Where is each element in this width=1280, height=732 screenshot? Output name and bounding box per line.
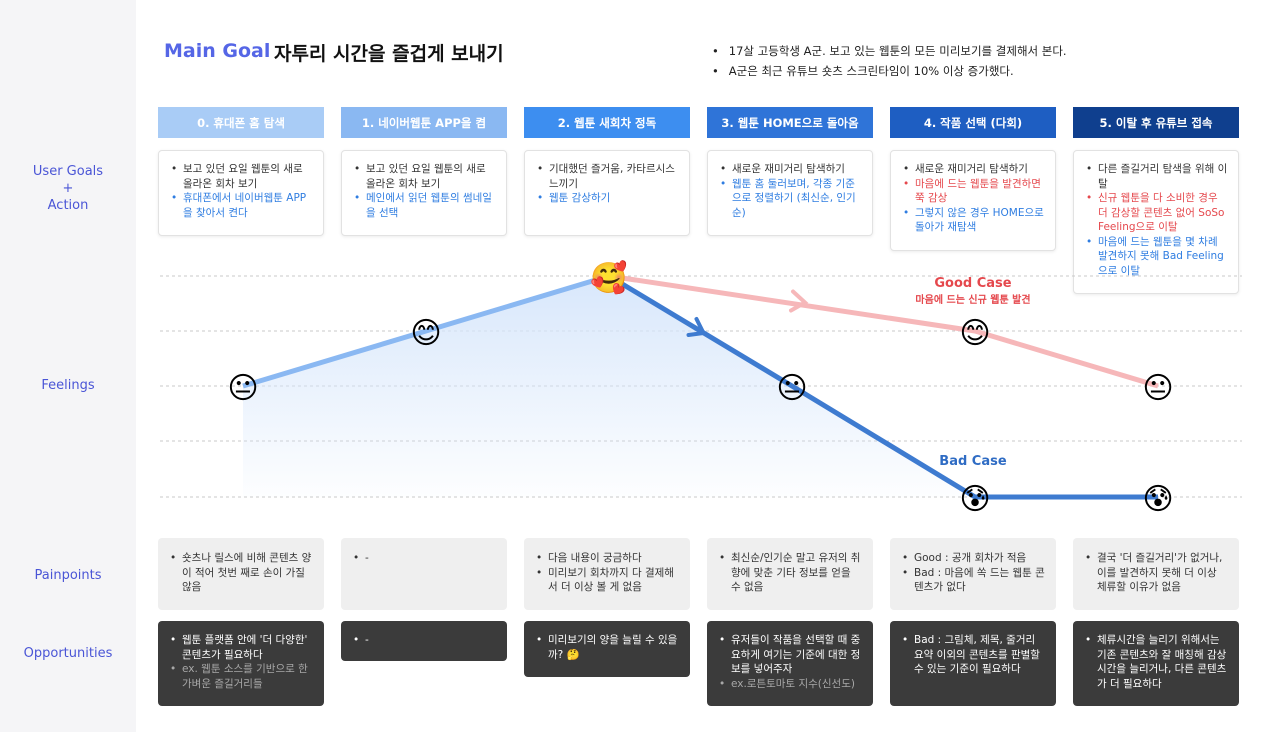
list-item: 휴대폰에서 네이버웹툰 APP을 찾아서 켠다: [171, 191, 313, 220]
opportunity-card-4: Bad : 그림체, 제목, 줄거리 요약 이외의 콘텐츠를 판별할 수 있는 …: [890, 621, 1056, 706]
list-item: Bad : 그림체, 제목, 줄거리 요약 이외의 콘텐츠를 판별할 수 있는 …: [902, 633, 1046, 677]
feeling-emoji-5: 😰: [1142, 482, 1173, 517]
list-item: 메인에서 읽던 웹툰의 썸네일을 선택: [354, 191, 496, 220]
feeling-emoji-1: 😊: [410, 316, 441, 351]
opportunity-card-5: 체류시간을 늘리기 위해서는 기존 콘텐츠와 잘 매칭해 감상 시간을 늘리거나…: [1073, 621, 1239, 706]
row-label-goals: User Goals + Action: [0, 163, 136, 214]
list-item: 마음에 드는 웹툰을 몇 차례 발견하지 못해 Bad Feeling으로 이탈: [1086, 235, 1228, 279]
list-item: 결국 '더 즐길거리'가 없거나, 이를 발견하지 못해 더 이상 체류할 이유…: [1085, 551, 1229, 595]
painpoint-card-0: 숏츠나 릴스에 비해 콘텐츠 양이 적어 첫번 째로 손이 가질 않음: [158, 538, 324, 610]
list-item: 다음 내용이 궁금하다: [536, 551, 680, 566]
main-goal-text: 자투리 시간을 즐겁게 보내기: [274, 43, 504, 65]
list-item: 신규 웹툰을 다 소비한 경우 더 감상할 콘텐츠 없어 SoSo Feelin…: [1086, 191, 1228, 235]
list-item: ex.로튼토마토 지수(신선도): [719, 677, 863, 692]
list-item: 보고 있던 요일 웹툰의 새로 올라온 회차 보기: [171, 162, 313, 191]
opportunity-card-3: 유저들이 작품을 선택할 때 중요하게 여기는 기준에 대한 정보를 넣어주자e…: [707, 621, 873, 706]
stage-header-5: 5. 이탈 후 유튜브 접속: [1073, 107, 1239, 138]
painpoint-card-1: -: [341, 538, 507, 610]
stage-header-0: 0. 휴대폰 홈 탐색: [158, 107, 324, 138]
list-item: 웹툰 감상하기: [537, 191, 679, 206]
bad-case-title: Bad Case: [939, 454, 1007, 469]
list-item: 미리보기 회차까지 다 결제해서 더 이상 볼 게 없음: [536, 566, 680, 595]
feeling-emoji-0: 😐: [227, 371, 258, 406]
list-item: -: [353, 633, 497, 648]
list-item: 새로운 재미거리 탐색하기: [720, 162, 862, 177]
row-label-goals-line1: User Goals: [32, 164, 104, 179]
row-label-goals-line2: +: [62, 181, 74, 196]
list-item: 웹툰 플랫폼 안에 '더 다양한' 콘텐츠가 필요하다: [170, 633, 314, 662]
painpoint-card-3: 최신순/인기순 말고 유저의 취향에 맞춘 기타 정보를 얻을 수 없음: [707, 538, 873, 610]
context-item: A군은 최근 유튜브 숏츠 스크린타임이 10% 이상 증가했다.: [712, 61, 1067, 81]
stage-header-2: 2. 웹툰 새회차 정독: [524, 107, 690, 138]
feeling-emoji-3: 😐: [776, 371, 807, 406]
good-case-emoji-2: 😐: [1142, 371, 1173, 406]
list-item: 최신순/인기순 말고 유저의 취향에 맞춘 기타 정보를 얻을 수 없음: [719, 551, 863, 595]
row-label-opportunities: Opportunities: [23, 646, 113, 661]
feeling-emoji-2: 🥰: [590, 259, 627, 296]
row-label-painpoints: Painpoints: [34, 568, 102, 583]
context-item: 17살 고등학생 A군. 보고 있는 웹툰의 모든 미리보기를 결제해서 본다.: [712, 41, 1067, 61]
feeling-emoji-4: 😰: [959, 482, 990, 517]
good-case-subtitle: 마음에 드는 신규 웹툰 발견: [915, 293, 1030, 306]
goal-card-3: 새로운 재미거리 탐색하기웹툰 홈 둘러보며, 각종 기준으로 정렬하기 (최신…: [707, 150, 873, 236]
feelings-area: [243, 276, 975, 497]
goal-card-2: 기대했던 즐거움, 카타르시스 느끼기웹툰 감상하기: [524, 150, 690, 236]
good-case-arrow: [789, 289, 809, 313]
opportunity-card-1: -: [341, 621, 507, 661]
list-item: 기대했던 즐거움, 카타르시스 느끼기: [537, 162, 679, 191]
list-item: 다른 즐길거리 탐색을 위해 이탈: [1086, 162, 1228, 191]
list-item: Good : 공개 회차가 적음: [902, 551, 1046, 566]
opportunity-card-0: 웹툰 플랫폼 안에 '더 다양한' 콘텐츠가 필요하다ex. 웹툰 소스를 기반…: [158, 621, 324, 706]
painpoint-card-4: Good : 공개 회차가 적음Bad : 마음에 쏙 드는 웹툰 콘텐츠가 없…: [890, 538, 1056, 610]
opportunity-card-2: 미리보기의 양을 늘릴 수 있을까? 🤔: [524, 621, 690, 677]
list-item: 미리보기의 양을 늘릴 수 있을까? 🤔: [536, 633, 680, 662]
row-label-goals-line3: Action: [47, 198, 89, 213]
goal-card-0: 보고 있던 요일 웹툰의 새로 올라온 회차 보기휴대폰에서 네이버웹툰 APP…: [158, 150, 324, 236]
row-label-sidebar: [0, 0, 136, 732]
list-item: ex. 웹툰 소스를 기반으로 한 가벼운 즐길거리들: [170, 662, 314, 691]
row-label-feelings: Feelings: [41, 378, 95, 393]
good-case-emoji-1: 😊: [959, 316, 990, 351]
good-case-line: [608, 273, 1159, 389]
stage-header-3: 3. 웹툰 HOME으로 돌아옴: [707, 107, 873, 138]
list-item: 마음에 드는 웹툰을 발견하면 쭉 감상: [903, 177, 1045, 206]
list-item: Bad : 마음에 쏙 드는 웹툰 콘텐츠가 없다: [902, 566, 1046, 595]
rising-line: [242, 273, 610, 389]
painpoint-card-5: 결국 '더 즐길거리'가 없거나, 이를 발견하지 못해 더 이상 체류할 이유…: [1073, 538, 1239, 610]
stage-header-4: 4. 작품 선택 (다회): [890, 107, 1056, 138]
list-item: 새로운 재미거리 탐색하기: [903, 162, 1045, 177]
stage-header-1: 1. 네이버웹툰 APP을 켬: [341, 107, 507, 138]
goal-card-4: 새로운 재미거리 탐색하기마음에 드는 웹툰을 발견하면 쭉 감상그렇지 않은 …: [890, 150, 1056, 251]
list-item: 체류시간을 늘리기 위해서는 기존 콘텐츠와 잘 매칭해 감상 시간을 늘리거나…: [1085, 633, 1229, 691]
list-item: 보고 있던 요일 웹툰의 새로 올라온 회차 보기: [354, 162, 496, 191]
goal-card-1: 보고 있던 요일 웹툰의 새로 올라온 회차 보기메인에서 읽던 웹툰의 썸네일…: [341, 150, 507, 236]
goal-card-5: 다른 즐길거리 탐색을 위해 이탈신규 웹툰을 다 소비한 경우 더 감상할 콘…: [1073, 150, 1239, 294]
bad-case-arrow: [686, 317, 707, 337]
list-item: 숏츠나 릴스에 비해 콘텐츠 양이 적어 첫번 째로 손이 가질 않음: [170, 551, 314, 595]
list-item: 유저들이 작품을 선택할 때 중요하게 여기는 기준에 대한 정보를 넣어주자: [719, 633, 863, 677]
list-item: 그렇지 않은 경우 HOME으로 돌아가 재탐색: [903, 206, 1045, 235]
persona-context: 17살 고등학생 A군. 보고 있는 웹툰의 모든 미리보기를 결제해서 본다.…: [712, 41, 1067, 81]
list-item: -: [353, 551, 497, 566]
good-case-title: Good Case: [934, 276, 1011, 291]
list-item: 웹툰 홈 둘러보며, 각종 기준으로 정렬하기 (최신순, 인기순): [720, 177, 862, 221]
painpoint-card-2: 다음 내용이 궁금하다미리보기 회차까지 다 결제해서 더 이상 볼 게 없음: [524, 538, 690, 610]
main-goal-label: Main Goal: [164, 40, 271, 62]
